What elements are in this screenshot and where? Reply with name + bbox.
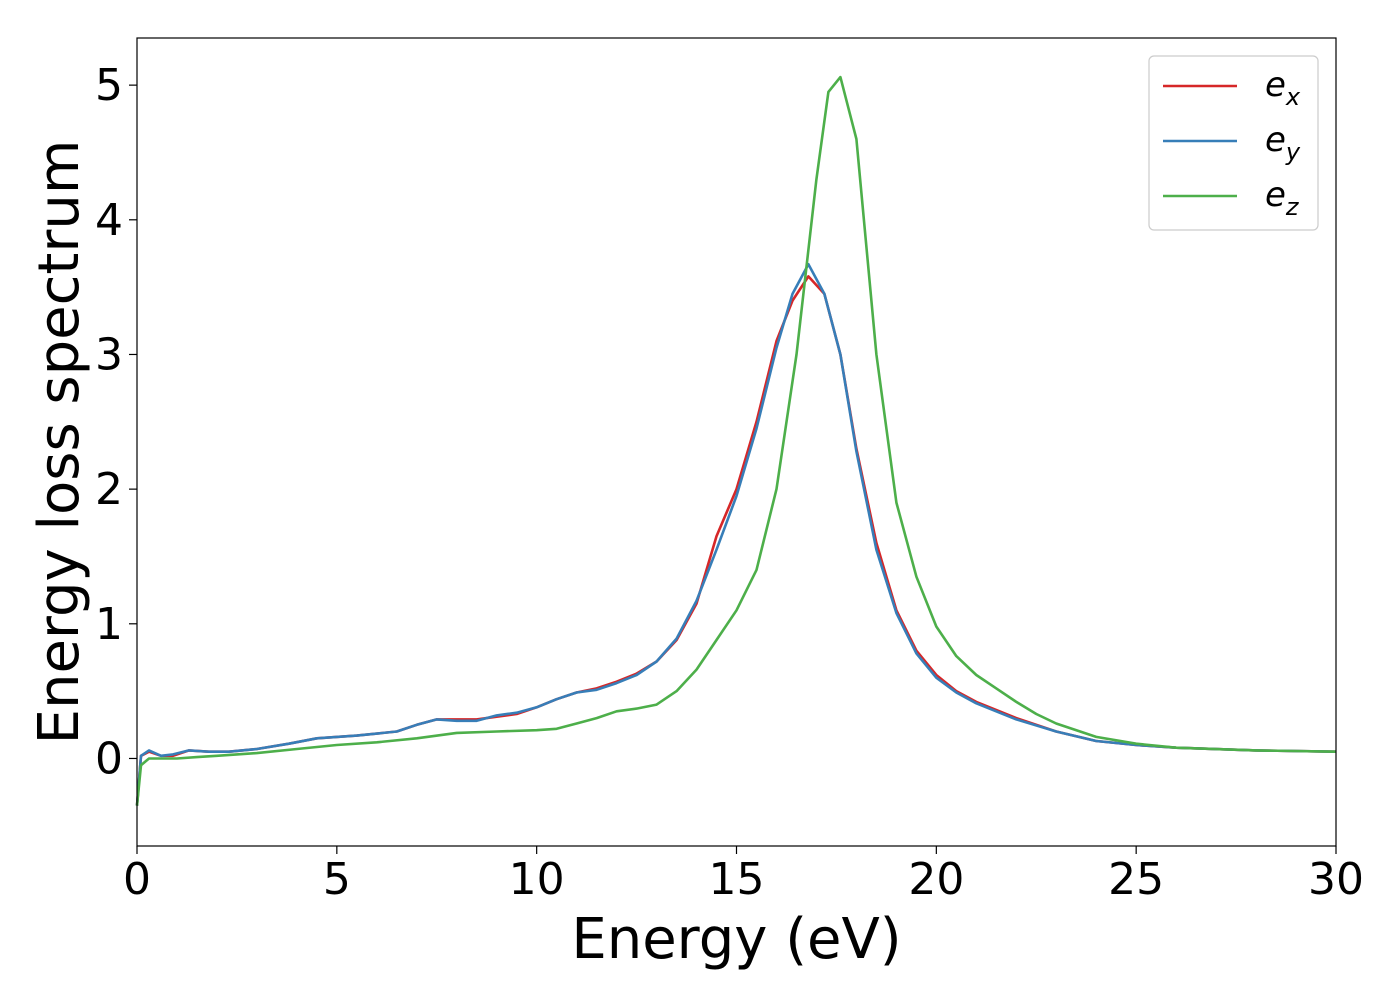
x-axis: 0 5 10 15 20 25 30 [123,846,1364,905]
y-axis: 0 1 2 3 4 5 [95,60,137,784]
legend-entry-label: ey [1265,120,1301,166]
x-tick-label: 5 [323,854,351,905]
x-tick-label: 20 [908,854,964,905]
y-tick-label: 4 [95,195,123,246]
x-tick-label: 25 [1108,854,1164,905]
x-tick-label: 15 [709,854,765,905]
y-tick-label: 0 [95,733,123,784]
legend-label-subscript: y [1285,138,1301,166]
x-axis-title: Energy (eV) [571,907,901,972]
legend-label-subscript: x [1285,83,1301,111]
y-tick-label: 2 [95,464,123,515]
y-tick-label: 5 [95,60,123,111]
legend-label-subscript: z [1285,193,1300,221]
x-tick-label: 30 [1308,854,1364,905]
series-layer [135,75,1337,806]
legend-label-base: e [1265,120,1286,160]
legend-label-base: e [1265,175,1286,215]
legend-box [1148,55,1319,231]
x-tick-label: 10 [509,854,565,905]
legend-label-base: e [1265,65,1286,105]
y-tick-label: 1 [95,599,123,650]
series-line-e-z [135,75,1337,806]
y-tick-label: 3 [95,329,123,380]
legend-entry-label: ex [1265,65,1301,111]
y-axis-title: Energy loss spectrum [27,140,92,745]
series-line-e-y [135,262,1337,806]
x-tick-label: 0 [123,854,151,905]
legend-entry-label: ez [1265,175,1300,221]
